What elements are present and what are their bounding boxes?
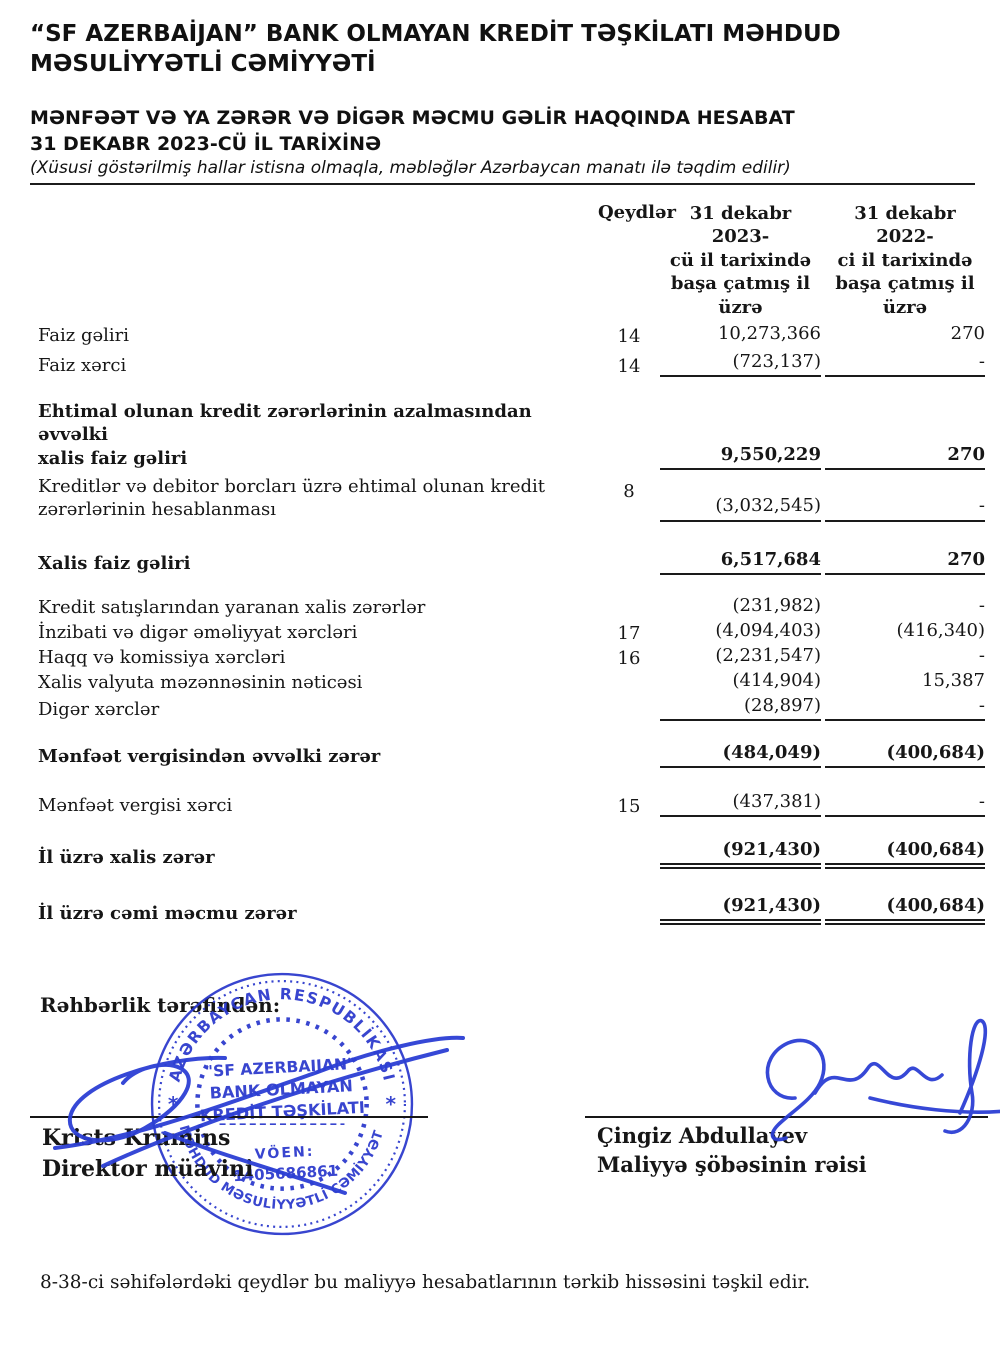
row-note: 17	[617, 623, 641, 645]
table-row-fee-commission-expenses: Haqq və komissiya xərcləri 16 (2,231,547…	[38, 644, 985, 669]
table-row-other-expenses: Digər xərclər (28,897) -	[38, 694, 985, 722]
table-row-interest-income: Faiz gəliri 14 10,273,366 270	[38, 322, 985, 347]
row-label: İl üzrə xalis zərər	[38, 847, 215, 868]
row-label: Faiz gəliri	[38, 325, 130, 346]
table-header-row: Qeydlər 31 dekabr 2023- cü il tarixində …	[38, 202, 985, 319]
table-row-income-tax-expense: Mənfəət vergisi xərci 15 (437,381) -	[38, 790, 985, 818]
stamp-star-left: *	[168, 1092, 179, 1116]
signatory-right-name: Çingiz Abdullayev	[597, 1123, 808, 1148]
row-value-2022: 270	[950, 323, 985, 344]
row-value-2023: (231,982)	[732, 595, 821, 616]
row-value-2023: 10,273,366	[717, 323, 821, 344]
row-note: 8	[623, 480, 635, 502]
row-value-2022: -	[825, 694, 985, 722]
row-label: Xalis faiz gəliri	[38, 553, 191, 574]
management-heading: Rəhbərlik tərəfindən:	[40, 993, 281, 1017]
row-value-2023: (2,231,547)	[715, 645, 821, 666]
row-value-2022: (400,684)	[825, 838, 985, 870]
company-stamp: AZƏRBAYCAN RESPUBLİKASI MƏHDUD MƏSULİYYƏ…	[143, 956, 418, 1240]
row-value-2023: (437,381)	[660, 790, 821, 818]
table-row-net-loss-for-year: İl üzrə xalis zərər (921,430) (400,684)	[38, 838, 985, 870]
row-value-2023: (723,137)	[660, 350, 821, 378]
row-label: Mənfəət vergisi xərci	[38, 795, 233, 816]
header-divider	[30, 183, 975, 185]
table-row-loan-sale-losses: Kredit satışlarından yaranan xalis zərər…	[38, 594, 985, 619]
signatory-right-title: Maliyyə şöbəsinin rəisi	[597, 1152, 867, 1178]
row-label: Kreditlər və debitor borcları üzrə ehtim…	[38, 476, 546, 521]
row-value-2022: -	[978, 645, 985, 666]
row-label: Xalis valyuta məzənnəsinin nəticəsi	[38, 672, 363, 693]
table-row-ecl-charge: Kreditlər və debitor borcları üzrə ehtim…	[38, 475, 985, 522]
row-value-2022: 270	[825, 548, 985, 576]
income-statement-table: Qeydlər 31 dekabr 2023- cü il tarixində …	[38, 200, 985, 940]
statement-title-line1: MƏNFƏƏT VƏ YA ZƏRƏR VƏ DİGƏR MƏCMU GƏLİR…	[30, 107, 795, 129]
statement-title: MƏNFƏƏT VƏ YA ZƏRƏR VƏ DİGƏR MƏCMU GƏLİR…	[30, 106, 940, 157]
signature-line-right	[585, 1116, 988, 1118]
row-label: Haqq və komissiya xərcləri	[38, 647, 286, 668]
table-row-interest-expense: Faiz xərci 14 (723,137) -	[38, 350, 985, 378]
table-row-loss-before-tax: Mənfəət vergisindən əvvəlki zərər (484,0…	[38, 741, 985, 769]
col-header-notes: Qeydlər	[598, 202, 676, 223]
table-row-net-interest-income: Xalis faiz gəliri 6,517,684 270	[38, 548, 985, 576]
table-row-total-comprehensive-loss: İl üzrə cəmi məcmu zərər (921,430) (400,…	[38, 894, 985, 926]
signatory-left: Krists Krumins Direktor müavini	[42, 1123, 253, 1185]
signature-line-left	[30, 1116, 428, 1118]
row-value-2022: -	[825, 790, 985, 818]
signatory-left-title: Direktor müavini	[42, 1155, 254, 1182]
company-title: “SF AZERBAİJAN” BANK OLMAYAN KREDİT TƏŞK…	[30, 20, 940, 80]
row-note: 14	[617, 326, 641, 348]
stamp-voen-label: VÖEN:	[254, 1142, 315, 1163]
row-value-2023: (28,897)	[660, 694, 821, 722]
row-value-2023: (921,430)	[660, 894, 821, 926]
row-value-2023: 9,550,229	[660, 443, 821, 471]
row-label: İl üzrə cəmi məcmu zərər	[38, 903, 297, 924]
stamp-star-right: *	[386, 1092, 397, 1116]
row-label: Ehtimal olunan kredit zərərlərinin azalm…	[38, 401, 532, 469]
row-label: Digər xərclər	[38, 699, 160, 720]
row-value-2022: 15,387	[922, 670, 985, 691]
currency-note: (Xüsusi göstərilmiş hallar istisna olmaq…	[30, 158, 791, 178]
row-value-2022: (416,340)	[896, 620, 985, 641]
row-label: İnzibati və digər əməliyyat xərcləri	[38, 622, 358, 643]
row-value-2023: (4,094,403)	[715, 620, 821, 641]
stamp-icon: AZƏRBAYCAN RESPUBLİKASI MƏHDUD MƏSULİYYƏ…	[143, 956, 414, 1236]
row-value-2022: -	[825, 350, 985, 378]
company-title-line1: “SF AZERBAİJAN” BANK OLMAYAN KREDİT TƏŞK…	[30, 21, 841, 47]
row-value-2023: (414,904)	[732, 670, 821, 691]
row-label: Kredit satışlarından yaranan xalis zərər…	[38, 597, 426, 618]
row-label: Mənfəət vergisindən əvvəlki zərər	[38, 746, 381, 767]
row-value-2023: (484,049)	[660, 741, 821, 769]
company-title-line2: MƏSULİYYƏTLİ CƏMİYYƏTİ	[30, 50, 376, 77]
row-value-2022: 270	[825, 443, 985, 471]
row-value-2022: -	[825, 494, 985, 522]
row-value-2022: (400,684)	[825, 741, 985, 769]
row-note: 14	[617, 356, 641, 378]
statement-title-line2: 31 DEKABR 2023-CÜ İL TARİXİNƏ	[30, 132, 382, 155]
col-header-2023: 31 dekabr 2023- cü il tarixində başa çat…	[669, 203, 812, 318]
row-value-2023: (3,032,545)	[660, 494, 821, 522]
notes-reference: 8-38-ci səhifələrdəki qeydlər bu maliyyə…	[40, 1272, 811, 1293]
row-value-2023: 6,517,684	[660, 548, 821, 576]
row-value-2022: -	[978, 595, 985, 616]
row-value-2022: (400,684)	[825, 894, 985, 926]
table-row-admin-expenses: İnzibati və digər əməliyyat xərcləri 17 …	[38, 619, 985, 644]
row-note: 16	[617, 648, 641, 670]
table-row-net-interest-before-ecl: Ehtimal olunan kredit zərərlərinin azalm…	[38, 400, 985, 471]
signatory-left-name: Krists Krumins	[42, 1125, 231, 1151]
signatory-right: Çingiz Abdullayev Maliyyə şöbəsinin rəis…	[597, 1121, 867, 1180]
col-header-2022: 31 dekabr 2022- ci il tarixində başa çat…	[835, 203, 975, 318]
table-row-fx-result: Xalis valyuta məzənnəsinin nəticəsi (414…	[38, 669, 985, 694]
row-note: 15	[617, 796, 641, 818]
row-value-2023: (921,430)	[660, 838, 821, 870]
row-label: Faiz xərci	[38, 355, 127, 376]
